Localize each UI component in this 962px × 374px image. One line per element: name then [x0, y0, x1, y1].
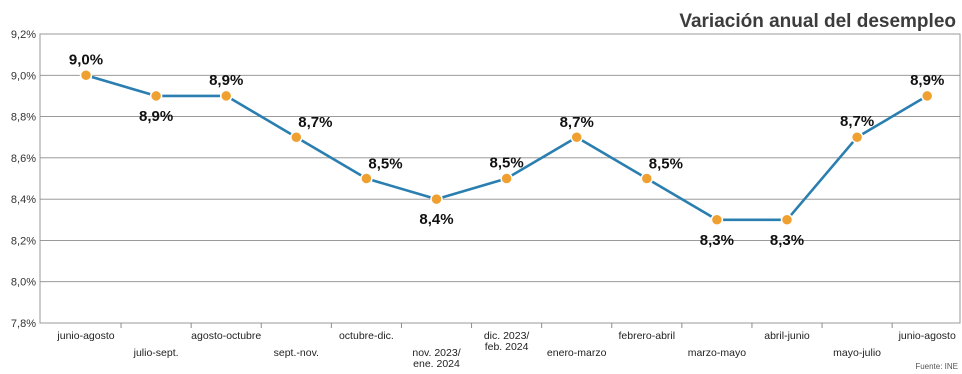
data-label: 8,5% — [489, 155, 523, 172]
panel-background — [0, 5, 962, 374]
x-tick-label: febrero-abril — [618, 330, 675, 342]
data-point — [570, 130, 583, 144]
x-tick-label: dic. 2023/feb. 2024 — [484, 330, 530, 353]
x-tick-label: marzo-mayo — [688, 347, 747, 359]
y-tick-label: 8,4% — [11, 194, 36, 206]
y-tick-label: 8,8% — [11, 112, 36, 124]
data-point — [710, 213, 724, 227]
data-point — [149, 89, 163, 103]
data-point — [430, 192, 443, 206]
chart-title: Variación anual del desempleo — [679, 11, 956, 32]
data-label: 8,9% — [209, 72, 243, 89]
data-label: 9,0% — [69, 51, 103, 68]
x-tick-label: junio-agosto — [56, 330, 114, 342]
x-tick-label: julio-sept. — [133, 347, 179, 359]
data-label: 8,9% — [910, 72, 944, 89]
y-tick-label: 7,8% — [11, 318, 36, 330]
chart-source: Fuente: INE — [915, 362, 958, 371]
x-tick-label: junio-agosto — [898, 330, 956, 342]
data-label: 8,3% — [770, 232, 804, 249]
data-point — [360, 172, 373, 185]
data-point — [500, 172, 513, 185]
x-tick-label: octubre-dic. — [339, 330, 394, 342]
x-tick-label: mayo-julio — [833, 347, 881, 359]
data-label: 8,7% — [560, 114, 594, 131]
y-tick-label: 8,0% — [11, 277, 36, 289]
data-label: 8,3% — [700, 232, 734, 249]
data-label: 8,7% — [298, 114, 332, 131]
x-tick-label: sept.-nov. — [274, 347, 319, 359]
plot-area-border — [39, 33, 961, 324]
x-tick-label: enero-marzo — [547, 347, 607, 359]
data-label: 8,5% — [649, 156, 683, 173]
data-label: 8,5% — [368, 156, 402, 173]
y-tick-label: 8,2% — [11, 235, 36, 247]
data-point — [79, 69, 93, 82]
data-point — [640, 172, 654, 185]
data-point — [219, 89, 233, 103]
data-point — [850, 130, 864, 144]
data-point — [290, 130, 303, 144]
data-label: 8,9% — [139, 108, 173, 125]
x-tick-label: abril-junio — [764, 330, 810, 342]
data-label: 8,7% — [840, 113, 874, 130]
data-point — [920, 89, 934, 103]
y-tick-label: 9,0% — [11, 70, 36, 82]
data-point — [780, 213, 794, 227]
y-tick-label: 8,6% — [11, 153, 36, 165]
x-tick-label: nov. 2023/ene. 2024 — [412, 347, 460, 370]
data-label: 8,4% — [419, 211, 453, 228]
y-tick-label: 9,2% — [11, 29, 36, 41]
x-tick-label: agosto-octubre — [191, 330, 261, 342]
